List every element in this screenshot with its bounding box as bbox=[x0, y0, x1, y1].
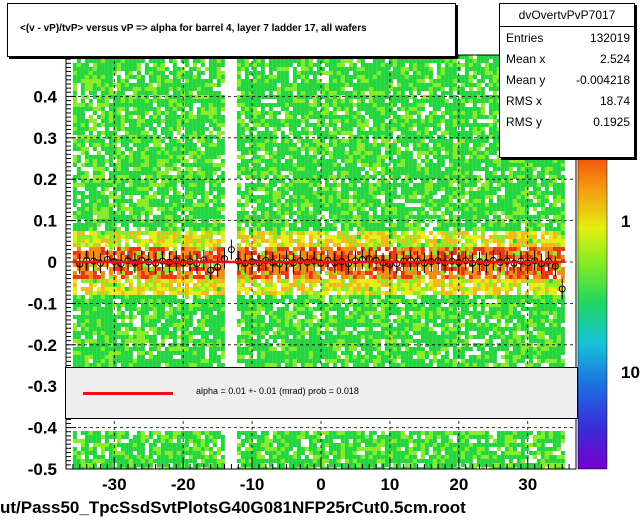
color-scale-bar bbox=[577, 134, 608, 470]
profile-point bbox=[193, 253, 201, 274]
x-tick-label: 20 bbox=[449, 475, 468, 494]
title-box: <(v - vP)/tvP> versus vP => alpha for ba… bbox=[7, 3, 456, 57]
profile-point bbox=[83, 250, 91, 271]
y-tick-label: -0.4 bbox=[28, 419, 58, 438]
profile-point bbox=[276, 253, 284, 274]
profile-point bbox=[324, 250, 332, 271]
y-tick-label: 0.1 bbox=[33, 212, 57, 231]
y-tick-label: -0.2 bbox=[28, 336, 57, 355]
stats-value: 132019 bbox=[589, 31, 630, 45]
stats-row: Mean y -0.004218 bbox=[506, 70, 630, 90]
stats-value: 18.74 bbox=[599, 94, 630, 108]
stats-key: Mean x bbox=[506, 52, 546, 66]
x-tick-label: 30 bbox=[518, 475, 537, 494]
stats-row: Entries 132019 bbox=[506, 28, 630, 48]
profile-point bbox=[117, 253, 125, 274]
profile-point bbox=[407, 250, 415, 271]
profile-point bbox=[393, 253, 401, 274]
x-tick-label: -10 bbox=[240, 475, 265, 494]
stats-key: RMS y bbox=[506, 115, 542, 129]
stats-row: Mean x 2.524 bbox=[506, 49, 630, 69]
stats-box: dvOvertvPvP7017 Entries 132019 Mean x 2.… bbox=[499, 3, 635, 158]
file-name: ut/Pass50_TpcSsdSvtPlotsG40G081NFP25rCut… bbox=[0, 498, 466, 517]
color-scale-label: 10 bbox=[621, 363, 640, 382]
profile-point bbox=[538, 253, 546, 274]
fit-legend: alpha = 0.01 +- 0.01 (mrad) prob = 0.018 bbox=[65, 367, 578, 419]
stats-value: -0.004218 bbox=[575, 73, 630, 87]
stats-key: RMS x bbox=[506, 94, 542, 108]
stats-row: RMS x 18.74 bbox=[506, 91, 630, 111]
profile-point bbox=[207, 260, 215, 281]
x-tick-label: -20 bbox=[171, 475, 196, 494]
y-axis: -0.5 -0.4 -0.3 -0.2 -0.1 0 0.1 0.2 0.3 0.4 bbox=[28, 54, 76, 479]
fit-label: alpha = 0.01 +- 0.01 (mrad) prob = 0.018 bbox=[196, 386, 359, 396]
y-tick-label: 0 bbox=[48, 253, 57, 272]
profile-point bbox=[558, 278, 566, 299]
stats-value: 2.524 bbox=[599, 52, 630, 66]
y-tick-label: -0.3 bbox=[28, 377, 57, 396]
y-tick-label: 0.4 bbox=[33, 87, 57, 106]
x-axis: -30 -20 -10 0 10 20 30 bbox=[72, 459, 570, 494]
x-tick-label: 0 bbox=[316, 475, 325, 494]
stats-row: RMS y 0.1925 bbox=[506, 112, 630, 132]
profile-point bbox=[489, 250, 497, 271]
x-tick-label: 10 bbox=[380, 475, 399, 494]
stats-key: Mean y bbox=[506, 73, 546, 87]
stats-value: 0.1925 bbox=[593, 115, 630, 129]
y-tick-label: 0.3 bbox=[33, 129, 57, 148]
profile-point bbox=[372, 250, 380, 271]
y-tick-label: 0.2 bbox=[33, 170, 57, 189]
profile-point bbox=[262, 250, 270, 271]
profile-point bbox=[345, 253, 353, 274]
x-tick-label: -30 bbox=[102, 475, 127, 494]
profile-point bbox=[227, 239, 235, 260]
y-tick-label: -0.1 bbox=[28, 294, 57, 313]
stats-key: Entries bbox=[506, 31, 544, 45]
profile-point bbox=[138, 250, 146, 271]
stats-name: dvOvertvPvP7017 bbox=[500, 4, 634, 27]
density-heatmap bbox=[72, 55, 565, 469]
profile-point bbox=[214, 256, 222, 277]
color-scale-label: 1 bbox=[621, 212, 630, 231]
fit-legend-line bbox=[83, 392, 173, 395]
chart-title: <(v - vP)/tvP> versus vP => alpha for ba… bbox=[20, 23, 367, 34]
y-tick-label: -0.5 bbox=[28, 460, 57, 479]
